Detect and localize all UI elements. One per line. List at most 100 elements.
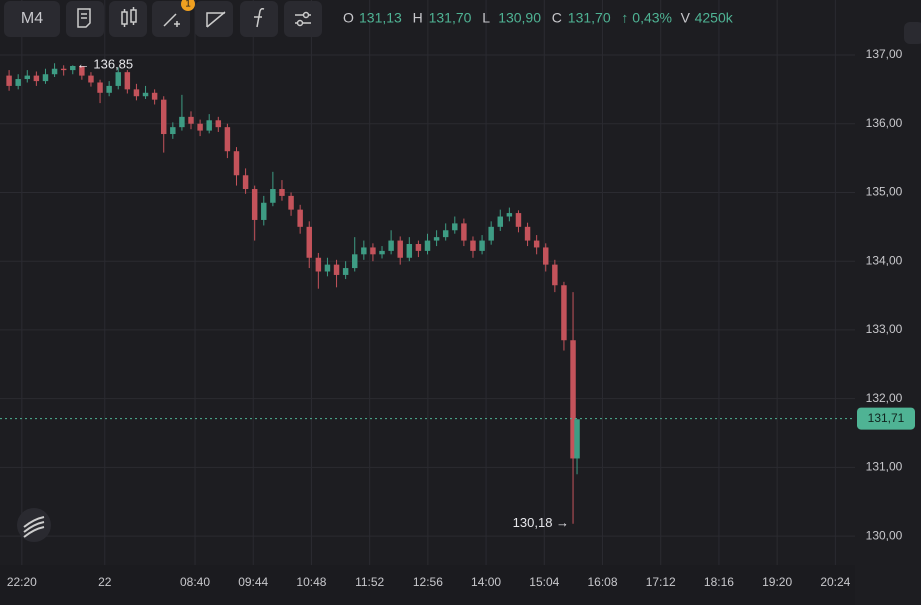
price-badge (857, 407, 915, 430)
candle-body (233, 151, 240, 176)
candle-body (261, 202, 267, 220)
candle-body (215, 120, 222, 128)
candle-body (270, 189, 276, 203)
icon (302, 11, 310, 19)
badge-text: 1 (185, 0, 191, 10)
candle-body (79, 65, 85, 76)
candle-body (51, 68, 58, 75)
candle-body (370, 247, 376, 255)
candle-body (574, 419, 580, 459)
x-tick-label: 11:52 (355, 575, 384, 589)
candle-body (188, 116, 194, 124)
annotation: ← 136,85 (77, 57, 133, 72)
icon (77, 8, 91, 28)
x-tick-label: 12:56 (413, 575, 443, 589)
y-tick-label: 134,00 (866, 253, 903, 267)
icon (121, 7, 137, 27)
candle-body (42, 74, 49, 82)
candle-body (333, 264, 340, 275)
button[interactable] (284, 1, 322, 37)
button[interactable] (109, 1, 147, 37)
candle-body (415, 244, 422, 251)
candle-body (406, 244, 413, 258)
candle-body (297, 209, 303, 227)
candle-body (224, 127, 231, 152)
x-tick-label: 08:40 (180, 575, 210, 589)
candle-body (315, 257, 322, 272)
candle-body (552, 264, 558, 286)
candle-body (179, 116, 185, 128)
x-tick-label: 14:00 (471, 575, 501, 589)
x-tick-label: 15:04 (529, 575, 559, 589)
ohlc-value: 131,70 (568, 10, 611, 26)
candle-body (88, 75, 94, 83)
candle-body (397, 240, 403, 258)
x-tick-label: 18:16 (704, 575, 734, 589)
annotation: 130,18 → (513, 515, 569, 530)
y-tick-label: 137,00 (866, 47, 903, 61)
x-tick-label: 17:12 (646, 575, 676, 589)
candle-body (442, 230, 449, 238)
candle-body (33, 75, 40, 82)
plot (0, 63, 855, 524)
candle-body (524, 226, 531, 241)
ohlc-value: 131,70 (429, 10, 472, 26)
candle-body (479, 240, 485, 251)
x-tick-label: 10:48 (296, 575, 326, 589)
y-tick-label: 133,00 (866, 322, 903, 336)
ohlc-key: O (343, 10, 354, 26)
ohlc-key: H (413, 10, 423, 26)
candle-body (288, 195, 294, 210)
x-tick-label: 22 (98, 575, 112, 589)
candle-body (452, 223, 458, 231)
candle-body (461, 223, 467, 241)
candle-body (488, 226, 494, 241)
button[interactable] (66, 1, 104, 37)
candle-body (170, 127, 176, 135)
candle-body (279, 189, 285, 196)
ohlc-info: O 131,13 H 131,70 L 130,90 C 131,70 ↑ 0,43% V 4250… (343, 10, 734, 26)
candle-body (70, 65, 76, 71)
y-tick-label: 132,00 (866, 391, 903, 405)
x-tick-label: 19:20 (762, 575, 792, 589)
change: ↑ 0,43% (621, 10, 672, 26)
ohlc-value: 131,13 (359, 10, 402, 26)
candle-body (433, 237, 440, 241)
candle-body (97, 82, 103, 93)
icon (296, 19, 304, 27)
candle-body (242, 175, 249, 190)
side-button[interactable] (904, 22, 921, 44)
x-tick-label: 16:08 (587, 575, 617, 589)
x-axis-band (0, 565, 855, 605)
candle-body (306, 226, 312, 258)
candle-body (515, 213, 522, 227)
timeframe: M4 (21, 10, 43, 27)
candle-body (342, 268, 349, 275)
candle-body (251, 189, 258, 220)
x-tick-label: 22:20 (7, 575, 37, 589)
candle-body (6, 75, 12, 86)
candle-body (206, 120, 212, 131)
price-label: 131,71 (868, 411, 905, 425)
ohlc-value: 130,90 (498, 10, 541, 26)
candle-body (160, 99, 167, 135)
y-tick-label: 131,00 (866, 460, 903, 474)
candle-body (388, 240, 394, 251)
candle-body (133, 89, 140, 97)
candle-body (470, 240, 476, 251)
candle-body (324, 264, 331, 272)
badge (181, 0, 195, 11)
candle-body (424, 240, 431, 251)
ohlc-key: L (482, 10, 490, 26)
candle-body (561, 285, 567, 341)
volume-key: V (681, 10, 691, 26)
button[interactable] (195, 1, 233, 37)
candle-body (24, 75, 31, 80)
candle-body (379, 250, 385, 255)
x-tick-label: 20:24 (820, 575, 850, 589)
timeframe-button[interactable] (4, 1, 60, 37)
toolbar: M4 1 O 131,13 H 131,70 L 130,90 C 131,70 ↑ 0,43%… (4, 0, 734, 37)
candle-body (60, 68, 67, 71)
